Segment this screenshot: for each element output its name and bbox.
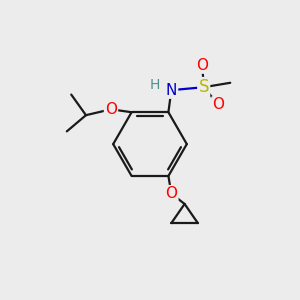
Text: O: O	[212, 98, 224, 112]
Text: O: O	[165, 186, 177, 201]
Text: H: H	[150, 78, 160, 92]
Text: S: S	[199, 78, 209, 96]
Text: O: O	[105, 102, 117, 117]
Text: O: O	[196, 58, 208, 73]
Text: N: N	[166, 83, 177, 98]
